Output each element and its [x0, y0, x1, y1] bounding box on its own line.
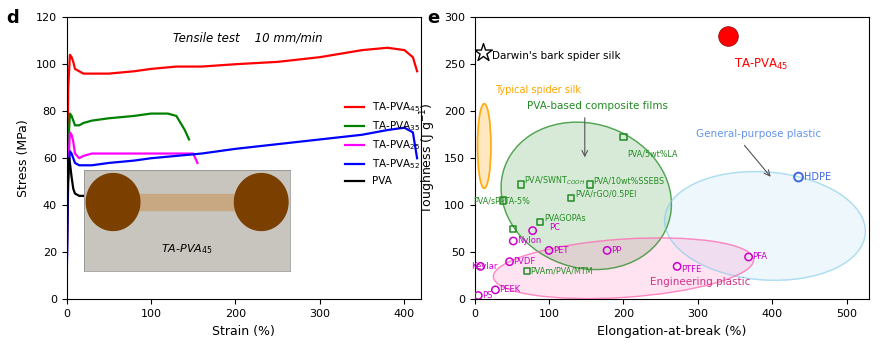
Point	[719, 33, 734, 39]
Y-axis label: Stress (MPa): Stress (MPa)	[17, 119, 30, 197]
Text: PVA/10wt%SSEBS: PVA/10wt%SSEBS	[593, 176, 664, 185]
Ellipse shape	[493, 238, 753, 299]
Text: PVA-based composite films: PVA-based composite films	[526, 101, 667, 111]
Text: PVAGOPAs: PVAGOPAs	[543, 214, 585, 223]
Point	[473, 264, 487, 269]
Point	[616, 134, 630, 139]
Text: d: d	[6, 9, 19, 27]
Text: PVDF: PVDF	[513, 257, 535, 266]
Ellipse shape	[501, 122, 671, 270]
Text: PP: PP	[610, 246, 620, 255]
Point	[563, 195, 578, 201]
Text: PET: PET	[552, 246, 567, 255]
Text: PC: PC	[548, 223, 559, 232]
Text: e: e	[427, 9, 439, 27]
Text: Nylon: Nylon	[517, 236, 540, 246]
Text: General-purpose plastic: General-purpose plastic	[696, 129, 820, 139]
Legend: TA-PVA$_{45}$, TA-PVA$_{35}$, TA-PVA$_{25}$, TA-PVA$_{52}$, PVA: TA-PVA$_{45}$, TA-PVA$_{35}$, TA-PVA$_{2…	[341, 96, 424, 191]
Text: PTFE: PTFE	[680, 265, 700, 274]
Point	[532, 219, 547, 225]
Text: PS: PS	[481, 291, 492, 300]
Ellipse shape	[664, 172, 865, 280]
Point	[519, 268, 533, 274]
Point	[488, 287, 502, 293]
X-axis label: Strain (%): Strain (%)	[213, 324, 275, 337]
Ellipse shape	[477, 104, 490, 188]
X-axis label: Elongation-at-break (%): Elongation-at-break (%)	[596, 324, 746, 337]
Point	[476, 50, 490, 56]
Text: PVAm/PVA/MTM: PVAm/PVA/MTM	[530, 267, 592, 276]
Text: PVA/SWNT$_{COOH}$: PVA/SWNT$_{COOH}$	[524, 174, 585, 187]
Text: Typical spider silk: Typical spider silk	[495, 85, 580, 95]
Point	[669, 264, 683, 269]
Point	[599, 248, 613, 253]
Text: PVA/5wt%LA: PVA/5wt%LA	[626, 149, 677, 158]
Text: TA-PVA$_{45}$: TA-PVA$_{45}$	[733, 57, 788, 72]
Text: Darwin's bark spider silk: Darwin's bark spider silk	[492, 51, 620, 61]
Text: PEEK: PEEK	[499, 286, 520, 294]
Text: Kevlar: Kevlar	[470, 262, 497, 271]
Y-axis label: Toughness (J g$^{-1}$): Toughness (J g$^{-1}$)	[418, 103, 438, 214]
Point	[790, 174, 804, 180]
Point	[501, 259, 516, 265]
Point	[495, 198, 509, 203]
Text: PVA/sPPTA-5%: PVA/sPPTA-5%	[472, 196, 529, 205]
Point	[741, 254, 755, 260]
Point	[541, 248, 556, 253]
Text: PVA/rGO/0.5PEI: PVA/rGO/0.5PEI	[574, 190, 636, 198]
Point	[470, 293, 485, 298]
Point	[513, 182, 527, 187]
Point	[525, 228, 539, 233]
Text: Tensile test    10 mm/min: Tensile test 10 mm/min	[173, 31, 323, 44]
Text: PFA: PFA	[751, 252, 766, 261]
Text: HDPE: HDPE	[803, 172, 830, 182]
Point	[506, 226, 520, 232]
Point	[582, 182, 596, 187]
Text: Engineering plastic: Engineering plastic	[649, 277, 749, 287]
Point	[506, 238, 520, 244]
